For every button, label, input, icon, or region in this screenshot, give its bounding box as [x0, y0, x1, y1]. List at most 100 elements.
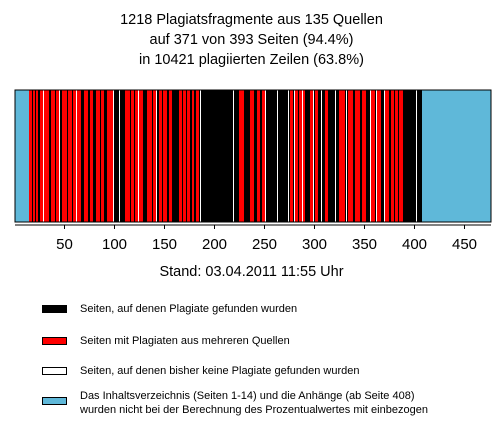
- page-bar-439: [453, 90, 455, 222]
- x-tick-label-50: 50: [56, 236, 73, 253]
- page-bar-200: [214, 90, 216, 222]
- page-bar-400: [414, 90, 416, 222]
- page-bar-75: [89, 90, 91, 222]
- page-bar-19: [33, 90, 35, 222]
- page-bar-56: [70, 90, 72, 222]
- page-bar-411: [425, 90, 427, 222]
- page-bar-124: [138, 90, 140, 222]
- x-ticks: 50 100 150 200 250 300 350 400 450: [56, 225, 477, 253]
- page-bar-377: [391, 90, 393, 222]
- stand-timestamp: Stand: 03.04.2011 11:55 Uhr: [159, 264, 344, 280]
- page-bar-101: [115, 90, 117, 222]
- page-bar-255: [269, 90, 271, 222]
- page-bar-321: [335, 90, 337, 222]
- page-bar-265: [279, 90, 281, 222]
- page-bar-286: [300, 90, 302, 222]
- page-bar-49: [63, 90, 65, 222]
- page-bar-219: [233, 90, 235, 222]
- page-bar-116: [130, 90, 132, 222]
- page-bar-90: [104, 90, 106, 222]
- page-bar-253: [267, 90, 269, 222]
- page-bar-143: [157, 90, 159, 222]
- page-bar-441: [455, 90, 457, 222]
- page-bar-319: [333, 90, 335, 222]
- page-bar-204: [218, 90, 220, 222]
- page-bar-288: [302, 90, 304, 222]
- page-bar-438: [452, 90, 454, 222]
- page-bar-65: [79, 90, 81, 222]
- page-bar-105: [119, 90, 121, 222]
- page-bar-463: [477, 90, 479, 222]
- page-bar-8: [22, 90, 24, 222]
- page-bar-180: [194, 90, 196, 222]
- page-bar-271: [285, 90, 287, 222]
- page-bar-471: [485, 90, 487, 222]
- page-bar-273: [287, 90, 289, 222]
- page-bar-433: [447, 90, 449, 222]
- page-bar-376: [390, 90, 392, 222]
- page-bar-323: [337, 90, 339, 222]
- page-bar-74: [88, 90, 90, 222]
- page-bar-451: [465, 90, 467, 222]
- page-bar-353: [367, 90, 369, 222]
- page-bar-399: [413, 90, 415, 222]
- page-bar-395: [409, 90, 411, 222]
- page-bar-61: [75, 90, 77, 222]
- page-bar-294: [308, 90, 310, 222]
- page-bar-386: [400, 90, 402, 222]
- page-bar-36: [50, 90, 52, 222]
- page-bar-18: [32, 90, 34, 222]
- x-tick-label-250: 250: [252, 236, 277, 253]
- page-bar-229: [243, 90, 245, 222]
- page-bar-274: [288, 90, 290, 222]
- page-bar-387: [401, 90, 403, 222]
- page-bar-320: [334, 90, 336, 222]
- page-bar-21: [35, 90, 37, 222]
- page-bar-303: [317, 90, 319, 222]
- page-bar-7: [21, 90, 23, 222]
- page-bar-192: [206, 90, 208, 222]
- page-bar-119: [133, 90, 135, 222]
- page-bar-244: [258, 90, 260, 222]
- page-bar-54: [68, 90, 70, 222]
- page-bar-38: [52, 90, 54, 222]
- page-bar-340: [354, 90, 356, 222]
- page-bar-217: [231, 90, 233, 222]
- page-bar-391: [405, 90, 407, 222]
- page-bar-25: [39, 90, 41, 222]
- page-bar-40: [54, 90, 56, 222]
- legend-text-kein-plagiat: Seiten, auf denen bisher keine Plagiate …: [80, 365, 360, 377]
- page-bar-205: [219, 90, 221, 222]
- page-bar-455: [469, 90, 471, 222]
- page-bar-142: [156, 90, 158, 222]
- page-bar-258: [272, 90, 274, 222]
- page-bar-132: [146, 90, 148, 222]
- page-bar-59: [73, 90, 75, 222]
- page-bar-73: [87, 90, 89, 222]
- page-bar-44: [58, 90, 60, 222]
- page-bar-34: [48, 90, 50, 222]
- page-bar-370: [384, 90, 386, 222]
- page-bar-374: [388, 90, 390, 222]
- page-bar-371: [385, 90, 387, 222]
- page-bar-361: [375, 90, 377, 222]
- page-bar-53: [67, 90, 69, 222]
- page-bar-342: [356, 90, 358, 222]
- page-bar-236: [250, 90, 252, 222]
- page-bar-448: [462, 90, 464, 222]
- page-bar-48: [62, 90, 64, 222]
- page-bar-22: [36, 90, 38, 222]
- page-bar-414: [428, 90, 430, 222]
- page-bar-245: [259, 90, 261, 222]
- page-bar-442: [456, 90, 458, 222]
- page-bar-128: [142, 90, 144, 222]
- page-bar-450: [464, 90, 466, 222]
- page-bar-351: [365, 90, 367, 222]
- page-bar-1: [15, 90, 17, 222]
- page-bar-89: [103, 90, 105, 222]
- page-bar-409: [423, 90, 425, 222]
- page-bar-33: [47, 90, 49, 222]
- page-bar-308: [322, 90, 324, 222]
- page-bar-230: [244, 90, 246, 222]
- page-bar-104: [118, 90, 120, 222]
